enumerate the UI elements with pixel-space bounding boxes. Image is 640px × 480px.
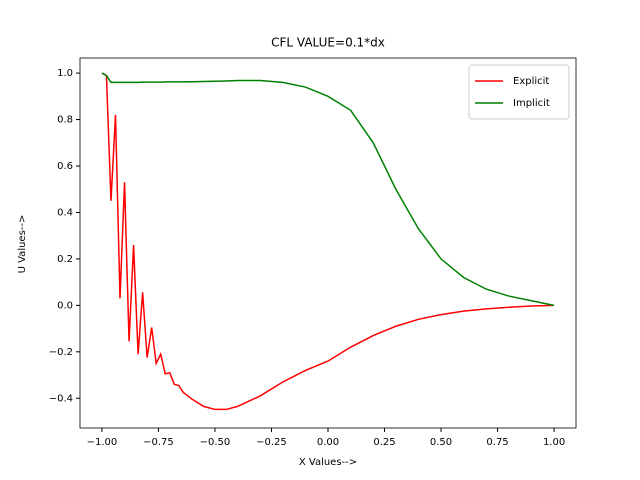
x-axis-label: X Values--> bbox=[299, 457, 357, 468]
x-tick-label: −0.25 bbox=[256, 437, 287, 448]
legend-label: Implicit bbox=[513, 98, 550, 109]
y-tick-label: 0.6 bbox=[57, 161, 73, 172]
line-series bbox=[101, 72, 555, 307]
x-tick-label: −1.00 bbox=[87, 437, 118, 448]
y-tick-label: −0.4 bbox=[49, 393, 73, 404]
x-tick-label: 0.75 bbox=[486, 437, 508, 448]
y-tick-label: 0.4 bbox=[57, 207, 73, 218]
y-axis-label: U Values--> bbox=[17, 215, 28, 274]
y-tick-label: 0.8 bbox=[57, 115, 73, 126]
x-tick-label: 0.25 bbox=[373, 437, 395, 448]
y-tick-label: −0.2 bbox=[49, 347, 73, 358]
chart-title: CFL VALUE=0.1*dx bbox=[271, 36, 385, 50]
legend-label: Explicit bbox=[513, 76, 549, 87]
x-tick-label: 0.50 bbox=[430, 437, 452, 448]
x-tick-label: −0.50 bbox=[200, 437, 231, 448]
line-series bbox=[101, 72, 555, 411]
plot-frame bbox=[79, 57, 577, 429]
x-tick-label: 0.00 bbox=[317, 437, 339, 448]
legend-box bbox=[468, 64, 570, 120]
y-tick-label: 0.2 bbox=[57, 254, 73, 265]
y-tick-label: 0.0 bbox=[57, 300, 73, 311]
y-tick-label: 1.0 bbox=[57, 68, 73, 79]
x-tick-label: 1.00 bbox=[543, 437, 565, 448]
x-tick-label: −0.75 bbox=[143, 437, 174, 448]
